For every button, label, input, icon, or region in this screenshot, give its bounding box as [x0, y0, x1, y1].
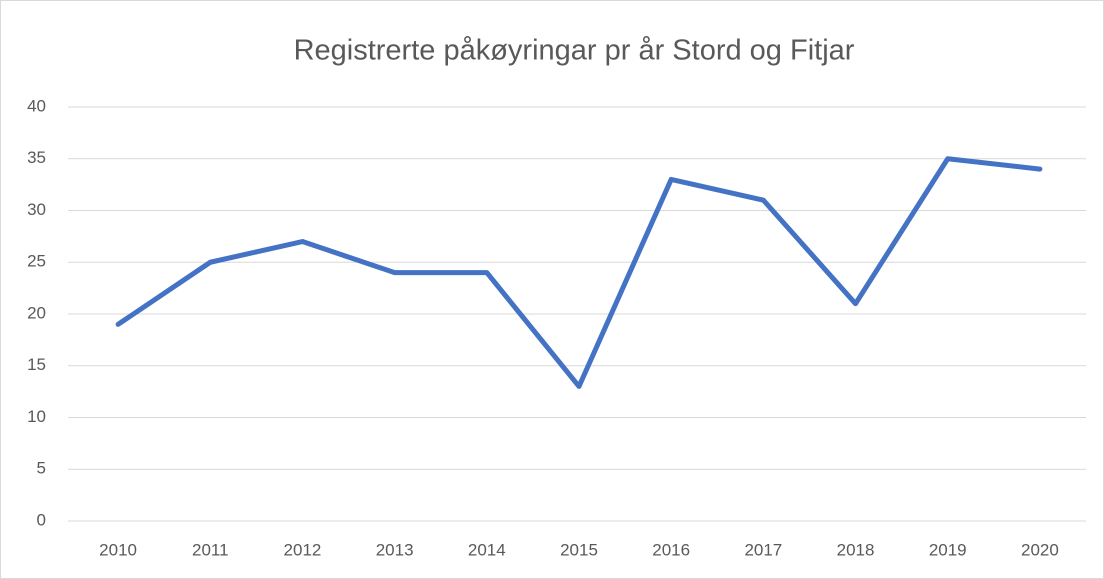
y-tick-label: 35	[27, 148, 46, 167]
y-tick-label: 10	[27, 407, 46, 426]
x-tick-label: 2014	[468, 540, 506, 559]
x-tick-label: 2020	[1021, 540, 1059, 559]
x-tick-label: 2013	[376, 540, 414, 559]
x-tick-label: 2016	[652, 540, 690, 559]
x-tick-label: 2019	[929, 540, 967, 559]
y-tick-label: 15	[27, 355, 46, 374]
data-line	[115, 156, 1043, 389]
y-tick-label: 5	[37, 459, 46, 478]
x-tick-label: 2018	[837, 540, 875, 559]
x-tick-label: 2011	[192, 540, 229, 559]
chart-title: Registrerte påkøyringar pr år Stord og F…	[294, 35, 855, 67]
y-tick-label: 0	[37, 510, 46, 529]
x-tick-label: 2017	[744, 540, 782, 559]
y-tick-label: 40	[27, 96, 46, 115]
x-tick-label: 2015	[560, 540, 598, 559]
y-tick-label: 30	[27, 200, 46, 219]
x-tick-label: 2012	[284, 540, 322, 559]
x-tick-label: 2010	[99, 540, 137, 559]
y-tick-label: 25	[27, 252, 46, 271]
y-tick-label: 20	[27, 303, 46, 322]
